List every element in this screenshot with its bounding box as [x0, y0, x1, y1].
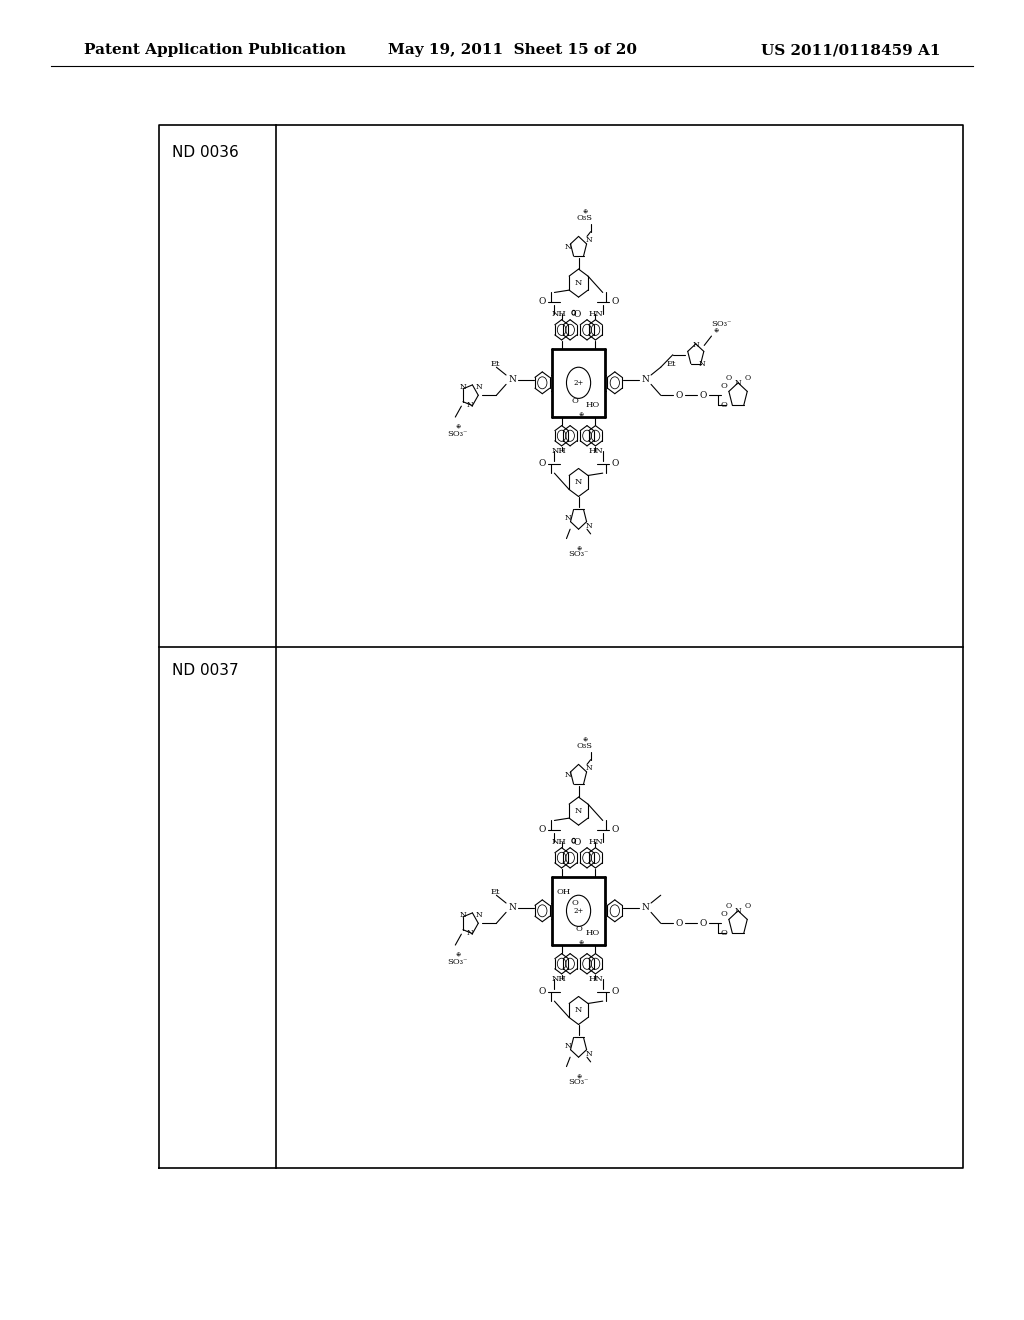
Text: ⊕: ⊕ — [455, 424, 461, 429]
Text: O: O — [571, 397, 579, 405]
Text: N: N — [459, 384, 466, 392]
Text: N: N — [476, 384, 483, 392]
Text: NH: NH — [552, 838, 566, 846]
Text: N: N — [564, 771, 571, 779]
Text: O: O — [725, 374, 731, 381]
Text: N: N — [574, 279, 583, 288]
Text: O: O — [699, 391, 707, 400]
Text: NH: NH — [552, 975, 566, 983]
Text: HN: HN — [588, 447, 603, 455]
Text: OH: OH — [557, 888, 571, 896]
Text: O: O — [720, 928, 727, 937]
Text: O: O — [720, 909, 727, 917]
Text: HO: HO — [586, 400, 600, 409]
Text: N: N — [586, 763, 593, 771]
Text: NH: NH — [552, 310, 566, 318]
Text: 2+: 2+ — [573, 379, 584, 387]
Text: O: O — [720, 400, 727, 409]
Text: N: N — [734, 907, 741, 915]
Text: HN: HN — [588, 975, 603, 983]
Text: O: O — [611, 459, 618, 469]
Text: ⊕: ⊕ — [714, 327, 719, 333]
Text: HN: HN — [588, 838, 603, 846]
Text: Et: Et — [490, 360, 500, 368]
Text: O: O — [744, 374, 751, 381]
Text: N: N — [692, 342, 699, 350]
Text: Et: Et — [490, 888, 500, 896]
Text: N: N — [586, 235, 593, 243]
Text: SO₃⁻: SO₃⁻ — [447, 958, 468, 966]
Text: May 19, 2011  Sheet 15 of 20: May 19, 2011 Sheet 15 of 20 — [387, 44, 637, 57]
Text: N: N — [476, 912, 483, 920]
Text: O: O — [720, 381, 727, 389]
Text: ⊕: ⊕ — [582, 737, 587, 742]
Text: ND 0037: ND 0037 — [172, 663, 239, 677]
Text: ⊕: ⊕ — [455, 952, 461, 957]
Text: N: N — [734, 379, 741, 387]
Text: O: O — [675, 391, 683, 400]
Text: SO₃⁻: SO₃⁻ — [568, 1078, 589, 1086]
Text: N: N — [564, 515, 571, 523]
Text: N: N — [508, 375, 516, 384]
Text: O₃S: O₃S — [577, 214, 593, 222]
Text: N: N — [641, 375, 649, 384]
Text: N: N — [698, 360, 706, 368]
Text: N: N — [564, 1043, 571, 1051]
Text: N: N — [641, 903, 649, 912]
Text: N: N — [459, 912, 466, 920]
Text: N: N — [564, 243, 571, 251]
Text: N: N — [586, 523, 593, 531]
Text: ⊕: ⊕ — [579, 412, 584, 416]
Text: ND 0036: ND 0036 — [172, 145, 239, 160]
Text: O: O — [575, 925, 582, 933]
Text: O: O — [539, 987, 546, 997]
Text: O: O — [611, 825, 618, 834]
Text: NH: NH — [552, 447, 566, 455]
Text: O: O — [611, 987, 618, 997]
Text: Et: Et — [667, 360, 676, 368]
Circle shape — [566, 367, 591, 399]
Text: N: N — [574, 807, 583, 816]
Text: O: O — [573, 310, 581, 318]
Text: 2+: 2+ — [573, 907, 584, 915]
Text: O: O — [725, 902, 731, 909]
Text: O: O — [539, 459, 546, 469]
Text: O: O — [573, 838, 581, 846]
Text: O: O — [744, 902, 751, 909]
Text: N: N — [586, 1051, 593, 1059]
Text: O₃S: O₃S — [577, 742, 593, 750]
Text: ⊕: ⊕ — [579, 940, 584, 944]
Text: O: O — [699, 919, 707, 928]
Text: ⊕: ⊕ — [582, 209, 587, 214]
Text: Patent Application Publication: Patent Application Publication — [84, 44, 346, 57]
Text: SO₃⁻: SO₃⁻ — [568, 550, 589, 558]
Text: O: O — [675, 919, 683, 928]
Text: N: N — [574, 478, 583, 487]
Text: N: N — [574, 1006, 583, 1015]
Text: HO: HO — [586, 928, 600, 937]
Circle shape — [566, 895, 591, 927]
Text: US 2011/0118459 A1: US 2011/0118459 A1 — [761, 44, 940, 57]
Text: ⊕: ⊕ — [575, 1073, 582, 1078]
Text: O: O — [611, 297, 618, 306]
Text: SO₃⁻: SO₃⁻ — [711, 319, 731, 327]
Text: O: O — [539, 297, 546, 306]
Text: N: N — [467, 928, 473, 937]
Text: SO₃⁻: SO₃⁻ — [447, 430, 468, 438]
Text: HN: HN — [588, 310, 603, 318]
Text: O: O — [571, 899, 579, 907]
Text: N: N — [508, 903, 516, 912]
Text: N: N — [467, 400, 473, 409]
Text: ⊕: ⊕ — [575, 545, 582, 550]
Text: O: O — [539, 825, 546, 834]
